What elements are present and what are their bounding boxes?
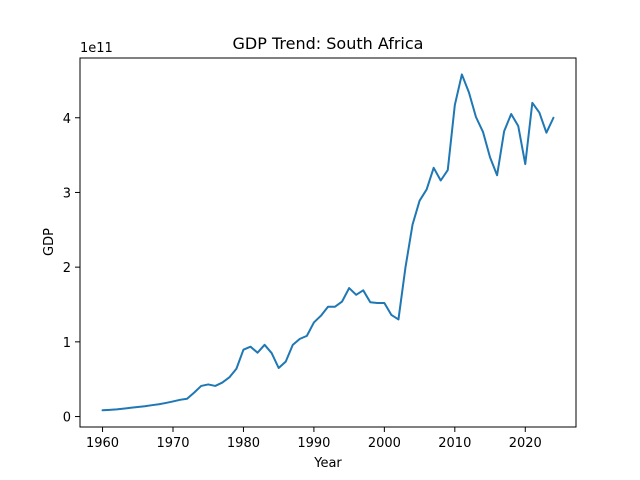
chart-title: GDP Trend: South Africa (233, 34, 424, 53)
x-tick-label: 2000 (368, 436, 401, 451)
x-axis-ticks: 1960 1970 1980 1990 2000 2010 2020 (86, 427, 542, 451)
y-axis-label: GDP (42, 228, 57, 256)
plot-frame (79, 57, 577, 428)
y-tick-label: 3 (63, 186, 71, 201)
y-tick-label: 1 (63, 336, 71, 351)
y-tick-label: 2 (63, 261, 71, 276)
x-tick-label: 1980 (227, 436, 260, 451)
x-tick-label: 2020 (509, 436, 542, 451)
gdp-series-line (101, 73, 555, 412)
y-offset-text: 1e11 (80, 41, 113, 56)
x-tick-label: 1970 (156, 436, 189, 451)
x-tick-label: 1960 (86, 436, 119, 451)
x-axis-label: Year (313, 456, 342, 471)
x-tick-label: 2010 (438, 436, 471, 451)
x-tick-label: 1990 (297, 436, 330, 451)
y-axis-ticks: 0 1 2 3 4 (63, 112, 80, 426)
y-tick-label: 4 (63, 112, 71, 127)
y-tick-label: 0 (63, 411, 71, 426)
